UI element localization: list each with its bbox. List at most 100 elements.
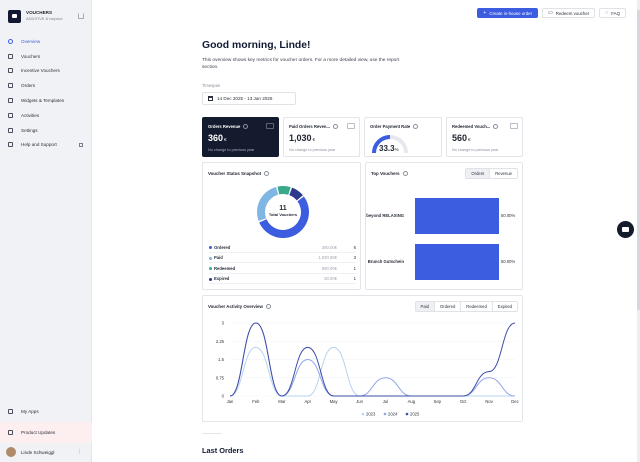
x-tick-label: Oct — [460, 399, 467, 404]
donut-slice-redeemed[interactable] — [277, 186, 291, 195]
sidebar-item-overview[interactable]: Overview — [0, 34, 92, 49]
legend-swatch-2024 — [383, 412, 387, 416]
help-icon — [8, 142, 13, 148]
timespan-picker[interactable]: 14 Dec 2025 - 13 Jan 2026 — [202, 92, 296, 105]
status-name: Redeemed — [209, 266, 279, 271]
create-in-house-order-button[interactable]: + Create in-house order — [477, 8, 539, 18]
filter-redeemed[interactable]: Redeemed — [460, 302, 492, 311]
activity-filter: Paid Ordered Redeemed Expired — [414, 301, 518, 312]
info-icon — [402, 171, 408, 177]
kpi-card-order-payment-rate[interactable]: Order Payment Rate 33.3% — [364, 117, 442, 157]
top-voucher-label: Brunch Gutschein — [367, 259, 404, 264]
x-tick-label: Jun — [356, 399, 363, 404]
kpi-value: 360€ — [208, 133, 227, 143]
toggle-revenue[interactable]: Revenue — [489, 169, 517, 178]
faq-button[interactable]: ◌ FAQ — [599, 8, 626, 18]
kpi-tools — [347, 123, 355, 129]
filter-paid[interactable]: Paid — [415, 302, 434, 311]
sidebar-item-label: Help and Support — [21, 142, 57, 148]
filter-expired[interactable]: Expired — [491, 302, 517, 311]
sidebar-item-activities[interactable]: Activities — [0, 108, 92, 123]
sidebar-item-settings[interactable]: Settings — [0, 123, 92, 138]
toggle-orders[interactable]: Orders — [466, 169, 490, 178]
sidebar-item-vouchers[interactable]: Vouchers — [0, 49, 92, 64]
top-voucher-bar[interactable] — [415, 244, 499, 280]
donut-slice-ordered[interactable] — [259, 196, 309, 238]
chart-toggle-icon[interactable] — [266, 123, 274, 129]
kpi-value: 33.3% — [379, 144, 399, 153]
y-tick-label: 2.25 — [216, 339, 225, 344]
x-tick-label: Nov — [485, 399, 493, 404]
user-name: Linde Schweiggl — [21, 449, 55, 455]
kpi-value: 1,030€ — [289, 133, 316, 143]
donut-slice-paid[interactable] — [257, 186, 279, 222]
x-tick-label: Feb — [252, 399, 260, 404]
timespan-value: 14 Dec 2025 - 13 Jan 2026 — [217, 96, 273, 101]
app-subtitle: ADDITIVE & beyond — [26, 16, 63, 21]
sidebar-item-label: Product Updates — [21, 430, 56, 435]
activity-icon — [8, 112, 13, 118]
help-icon: ◌ — [605, 10, 609, 16]
legend-label-2024: 2024 — [388, 412, 398, 417]
brand[interactable]: VOUCHERS ADDITIVE & beyond — [8, 8, 86, 24]
avatar — [6, 447, 16, 457]
series-line-2023 — [229, 346, 515, 397]
bell-icon — [8, 430, 13, 435]
panel-title: Top Vouchers — [371, 171, 408, 177]
kpi-note: No change to previous year — [452, 148, 499, 152]
sidebar-item-my-apps[interactable]: My Apps — [0, 401, 92, 422]
app-title: VOUCHERS — [26, 10, 53, 15]
external-link-icon — [79, 142, 83, 147]
more-icon[interactable]: ⋮ — [77, 449, 82, 455]
grid-icon — [8, 409, 13, 414]
info-icon — [493, 124, 499, 130]
home-icon[interactable] — [78, 13, 84, 19]
payment-rate-gauge — [372, 135, 408, 154]
info-icon — [413, 124, 419, 130]
layers-icon — [8, 98, 13, 104]
kpi-card-orders-revenue[interactable]: Orders Revenue 360€ No change to previou… — [202, 117, 279, 157]
x-tick-label: Jan — [227, 399, 234, 404]
x-tick-label: Dec — [511, 399, 518, 404]
filter-ordered[interactable]: Ordered — [433, 302, 461, 311]
button-label: FAQ — [611, 10, 620, 16]
sidebar-item-help[interactable]: Help and Support — [0, 138, 92, 153]
main-content: + Create in-house order ▭ Redeem voucher ◌… — [92, 0, 638, 462]
user-menu[interactable]: Linde Schweiggl ⋮ — [0, 442, 92, 462]
kpi-card-paid-orders-revenue[interactable]: Paid Orders Reven... 1,030€ No change to… — [283, 117, 360, 157]
status-count: 3 — [353, 255, 356, 261]
status-count: 1 — [353, 276, 356, 282]
kpi-card-redeemed-vouchers[interactable]: Redeemed Vouch... 560€ No change to prev… — [446, 117, 523, 157]
snapshot-row: Paid 1,030.00€ 3 — [209, 253, 356, 264]
donut-center: 11 Total Vouchers — [255, 205, 311, 217]
ticket-icon — [8, 53, 13, 59]
timespan-label: Timespan — [202, 83, 221, 88]
gear-icon — [8, 127, 13, 133]
gauge-fill — [372, 135, 391, 154]
sidebar-item-product-updates[interactable]: Product Updates — [0, 422, 92, 443]
donut-slice-expired[interactable] — [289, 187, 303, 201]
plus-icon: + — [483, 10, 487, 16]
status-dot-icon — [209, 256, 212, 260]
legend-swatch-2023 — [361, 412, 365, 416]
status-amount: 360.00€ — [321, 245, 337, 250]
chart-toggle-icon[interactable] — [347, 123, 355, 129]
status-amount: 560.00€ — [321, 265, 337, 271]
chart-toggle-icon[interactable] — [510, 123, 518, 129]
status-name: Ordered — [209, 245, 279, 250]
sidebar: VOUCHERS ADDITIVE & beyond Overview Vouc… — [0, 0, 92, 462]
page-scrollbar[interactable] — [637, 0, 640, 462]
top-vouchers-panel: Top Vouchers Orders Revenue beyond RELAX… — [365, 162, 523, 290]
snapshot-row: Redeemed 560.00€ 1 — [209, 264, 356, 274]
redeem-voucher-button[interactable]: ▭ Redeem voucher — [542, 8, 596, 18]
sidebar-item-orders[interactable]: Orders — [0, 78, 92, 93]
top-voucher-bar[interactable] — [415, 198, 499, 234]
status-count: 6 — [353, 245, 356, 250]
status-amount: 1,030.00€ — [318, 255, 337, 261]
sidebar-item-widgets[interactable]: Widgets & Templates — [0, 93, 92, 108]
kpi-note: No change to previous year — [289, 148, 336, 152]
vouchers-logo-icon — [8, 9, 21, 23]
x-tick-label: Apr — [304, 399, 311, 404]
chat-button[interactable] — [617, 221, 634, 238]
sidebar-item-incentive-vouchers[interactable]: Incentive Vouchers — [0, 64, 92, 79]
